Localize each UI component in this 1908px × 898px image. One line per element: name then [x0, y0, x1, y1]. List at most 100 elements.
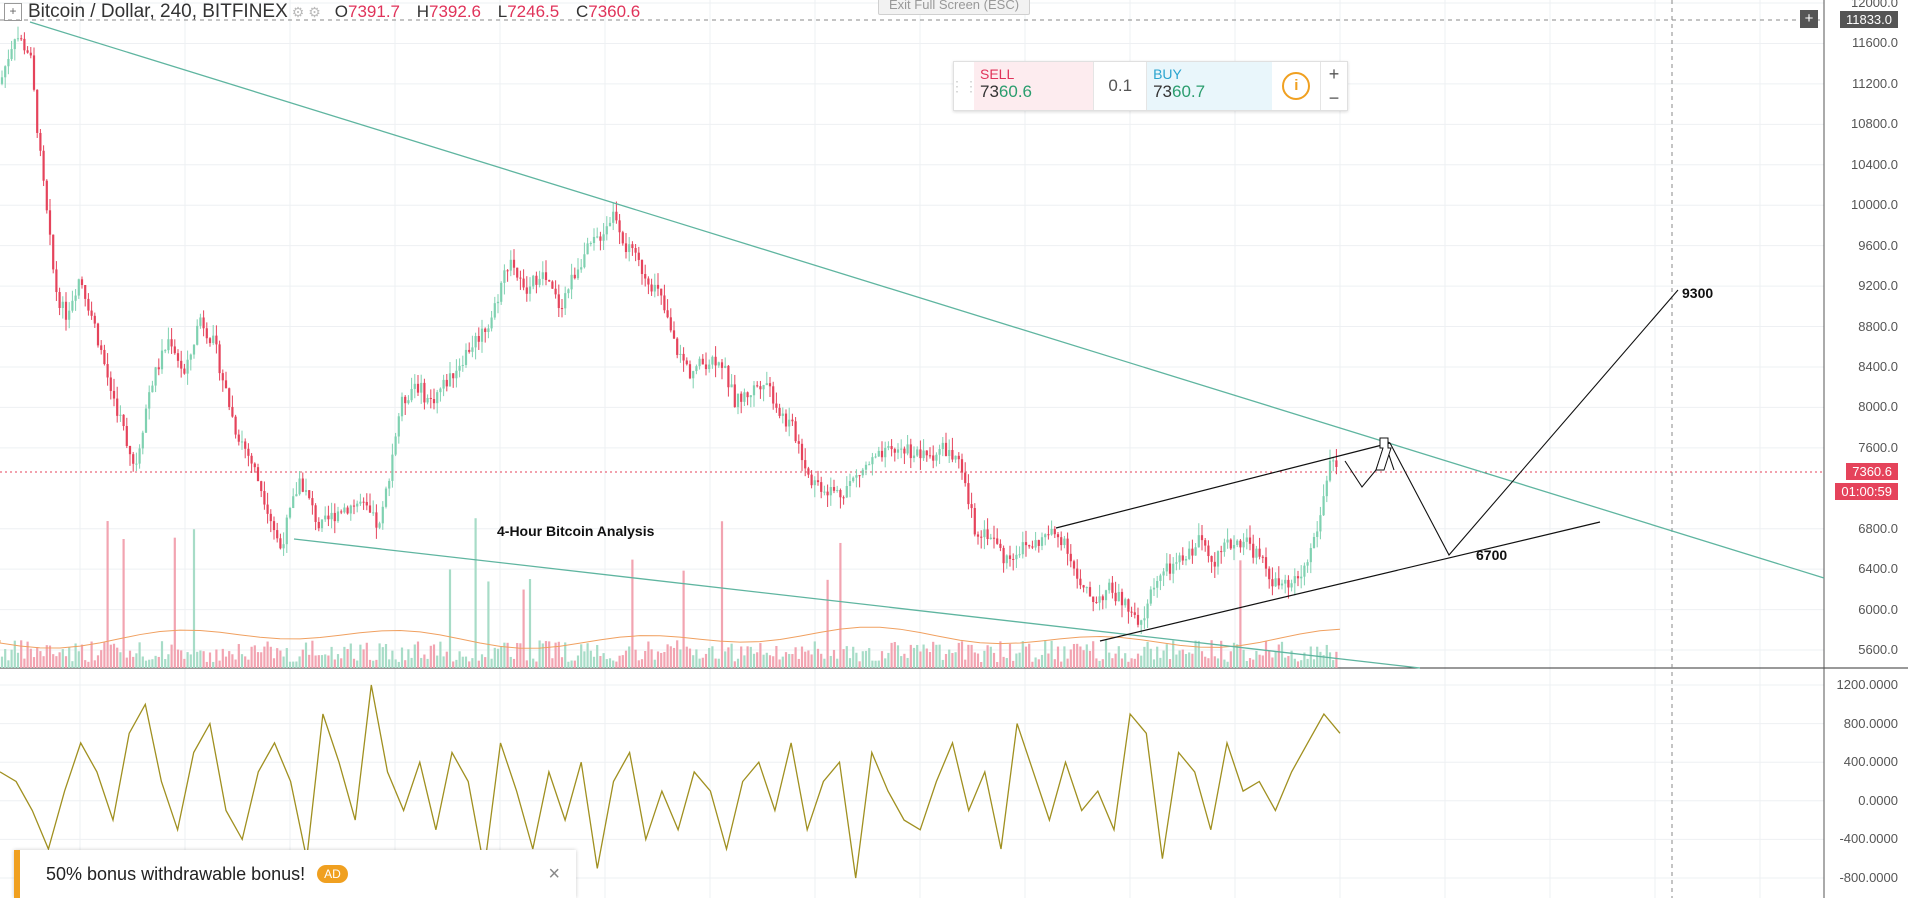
- candle: [842, 495, 845, 505]
- candle: [928, 447, 932, 459]
- ad-banner[interactable]: 50% bonus withdrawable bonus! AD ×: [14, 850, 576, 898]
- candle: [160, 339, 164, 374]
- volume-bar: [666, 644, 669, 668]
- candle-body: [1306, 562, 1309, 566]
- candle: [730, 374, 733, 388]
- candle: [359, 493, 362, 506]
- candle: [301, 472, 304, 493]
- candle: [288, 506, 292, 520]
- candle-body: [1204, 540, 1207, 546]
- candle-body: [1082, 585, 1085, 588]
- candle: [1229, 538, 1232, 550]
- quantity-field[interactable]: 0.1: [1093, 62, 1148, 110]
- volume-bar: [810, 654, 813, 668]
- drag-handle-icon[interactable]: ⋮⋮: [950, 77, 978, 94]
- candle-body: [682, 353, 685, 361]
- candle-body: [596, 236, 599, 238]
- sell-button[interactable]: SELL 7360.6: [974, 62, 1094, 110]
- candle-body: [1012, 558, 1015, 560]
- candle: [420, 374, 423, 404]
- candle: [871, 452, 874, 476]
- candle-body: [336, 511, 340, 522]
- volume-bar: [154, 655, 157, 668]
- candle: [1095, 596, 1098, 604]
- exit-fullscreen-button[interactable]: Exit Full Screen (ESC): [878, 0, 1031, 15]
- candle: [1300, 565, 1303, 589]
- symbol-title[interactable]: Bitcoin / Dollar, 240, BITFINEX: [28, 1, 288, 22]
- decrease-button[interactable]: −: [1328, 87, 1340, 108]
- candle: [1015, 545, 1018, 568]
- candle-body: [1152, 587, 1156, 590]
- volume-bar: [199, 650, 202, 668]
- volume-bar: [157, 656, 160, 668]
- candle: [1130, 606, 1133, 618]
- volume-bar: [1213, 656, 1216, 668]
- candle-body: [52, 234, 55, 270]
- volume-bar: [1044, 640, 1047, 668]
- candle-body: [1322, 496, 1325, 516]
- volume-bar: [29, 648, 32, 668]
- volume-bar: [103, 642, 106, 668]
- volume-bar: [413, 644, 416, 668]
- add-alert-button[interactable]: +: [1800, 10, 1818, 28]
- volume-bar: [272, 658, 276, 668]
- volume-bar: [186, 652, 189, 668]
- volume-bar: [279, 650, 282, 668]
- candle-body: [266, 504, 269, 514]
- volume-bar: [215, 649, 218, 668]
- candle-body: [797, 441, 800, 444]
- candle: [656, 273, 660, 297]
- volume-bar: [711, 646, 714, 668]
- volume-bar: [1188, 652, 1191, 668]
- candle-body: [848, 481, 852, 487]
- crosshair-icon[interactable]: +: [4, 3, 22, 21]
- volume-bar: [1306, 658, 1309, 668]
- volume-bar: [196, 651, 199, 668]
- volume-bar: [464, 656, 468, 668]
- settings-icon[interactable]: ⚙ ⚙: [291, 3, 321, 20]
- volume-bar: [1060, 661, 1063, 668]
- candle: [573, 267, 576, 280]
- volume-bar: [564, 642, 567, 668]
- candle: [176, 349, 180, 368]
- candle: [173, 339, 176, 355]
- candle-body: [532, 275, 535, 287]
- candle-body: [311, 498, 314, 506]
- candle: [138, 444, 141, 469]
- volume-bar: [890, 642, 893, 668]
- volume-bar: [688, 648, 692, 668]
- sell-price: 7360.6: [980, 82, 1087, 102]
- volume-bar: [1085, 644, 1088, 668]
- candle-body: [164, 350, 167, 352]
- candle-body: [116, 398, 119, 416]
- candle: [560, 299, 564, 318]
- candle: [317, 517, 320, 532]
- buy-button[interactable]: BUY 7360.7: [1147, 62, 1273, 110]
- volume-bar: [788, 653, 791, 668]
- volume-bar: [1136, 653, 1140, 668]
- volume-bar: [1181, 649, 1184, 668]
- candle: [263, 481, 266, 510]
- close-icon[interactable]: ×: [548, 862, 560, 885]
- candle-body: [509, 259, 512, 271]
- candle: [388, 478, 391, 497]
- candle-body: [935, 454, 938, 461]
- candle: [199, 313, 202, 329]
- candle-body: [964, 472, 967, 484]
- candle: [666, 299, 669, 319]
- candle-body: [157, 367, 160, 370]
- info-button[interactable]: i: [1272, 62, 1320, 110]
- candle-body: [788, 419, 791, 427]
- increase-button[interactable]: +: [1328, 63, 1340, 84]
- candle-body: [989, 537, 992, 539]
- candle-body: [1236, 540, 1239, 545]
- volume-bar: [868, 648, 871, 668]
- ad-text[interactable]: 50% bonus withdrawable bonus!: [46, 863, 306, 884]
- volume-bar: [864, 650, 868, 668]
- candle-body: [957, 455, 960, 460]
- candle: [202, 310, 205, 337]
- volume-bar: [500, 646, 503, 668]
- candle-body: [1018, 554, 1021, 556]
- candle-body: [1149, 589, 1152, 604]
